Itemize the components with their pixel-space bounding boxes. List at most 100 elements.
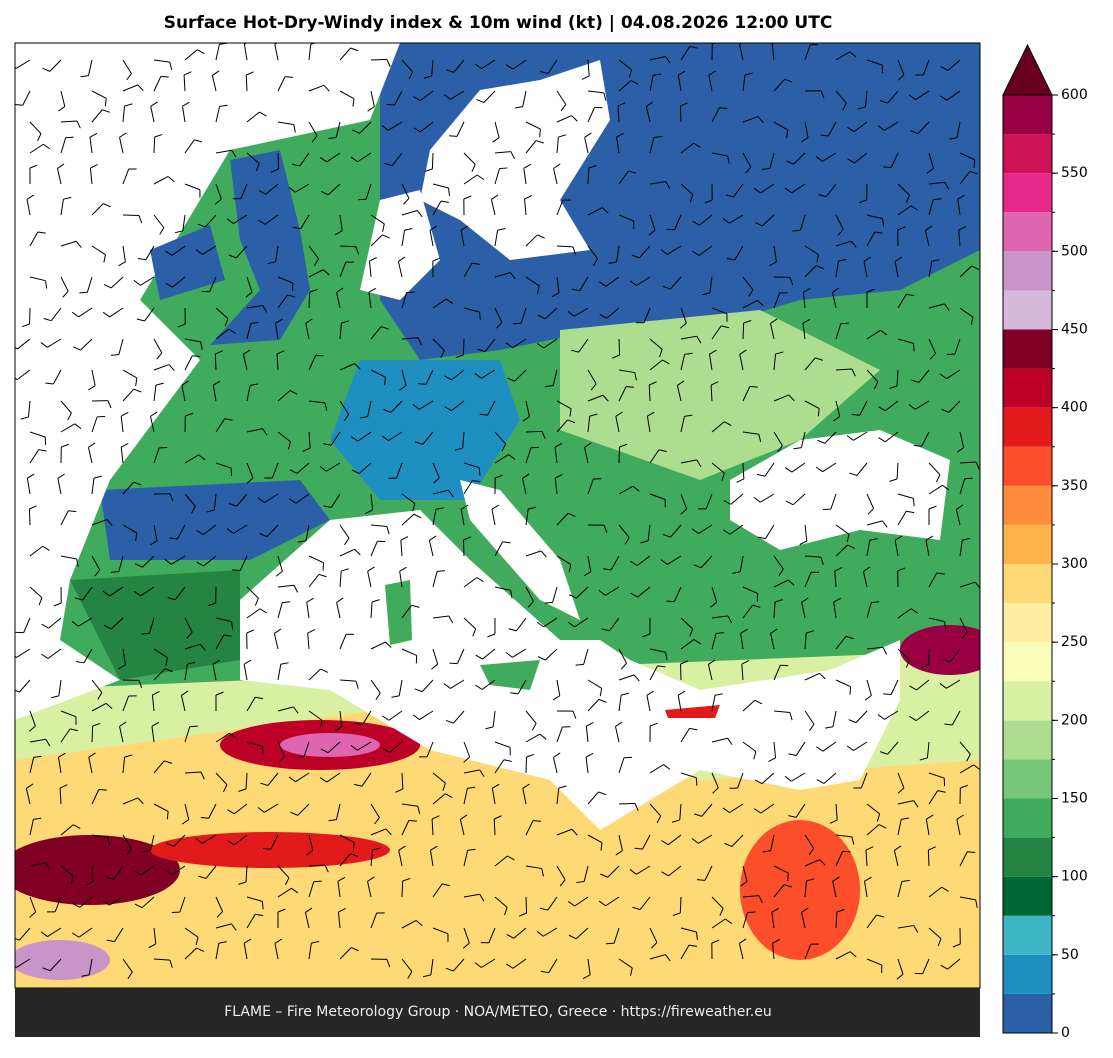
wind-barb bbox=[618, 802, 636, 805]
wind-barb-flag bbox=[165, 282, 173, 288]
colorbar-tick-label: 150 bbox=[1061, 791, 1088, 807]
wind-barb bbox=[804, 859, 820, 867]
wind-barb-flag bbox=[106, 939, 115, 943]
wind-barb-flag bbox=[110, 353, 119, 356]
wind-barb bbox=[202, 245, 217, 255]
wind-barb bbox=[835, 636, 847, 650]
wind-barb-flag bbox=[581, 75, 590, 80]
wind-barb bbox=[618, 338, 621, 356]
wind-barb bbox=[453, 958, 465, 972]
wind-barb bbox=[277, 887, 292, 898]
wind-barb bbox=[864, 90, 868, 107]
wind-barb-flag bbox=[691, 528, 699, 534]
wind-barb bbox=[401, 292, 407, 309]
wind-barb-flag bbox=[81, 974, 90, 977]
wind-barb-flag bbox=[732, 571, 741, 574]
wind-barb-flag bbox=[200, 341, 203, 350]
wind-barb bbox=[388, 431, 403, 442]
wind-barb-flag bbox=[912, 343, 915, 352]
wind-barb bbox=[153, 803, 169, 812]
wind-barb bbox=[401, 369, 407, 386]
wind-barb bbox=[711, 633, 717, 650]
wind-barb-flag bbox=[615, 411, 623, 417]
wind-barb-flag bbox=[510, 590, 513, 599]
wind-barb bbox=[959, 851, 968, 867]
wind-barb bbox=[587, 679, 602, 689]
wind-barb-flag bbox=[27, 473, 35, 479]
wind-barb-flag bbox=[825, 726, 834, 729]
wind-barb-flag bbox=[775, 351, 784, 355]
colorbar-bin bbox=[1003, 446, 1052, 486]
wind-barb bbox=[866, 958, 883, 966]
colorbar-bin bbox=[1003, 837, 1052, 877]
wind-barb-flag bbox=[753, 187, 761, 194]
wind-barb bbox=[419, 400, 434, 410]
wind-barb bbox=[153, 214, 165, 228]
wind-barb bbox=[184, 617, 193, 633]
wind-barb bbox=[494, 586, 511, 591]
wind-barb-flag bbox=[724, 918, 733, 924]
wind-barb-flag bbox=[949, 137, 958, 140]
wind-barb-flag bbox=[355, 246, 360, 255]
wind-barb-flag bbox=[567, 901, 576, 907]
wind-barb bbox=[742, 276, 754, 290]
wind-barb bbox=[543, 927, 558, 937]
wind-barb bbox=[773, 354, 777, 371]
wind-barb bbox=[649, 927, 658, 943]
wind-barb-flag bbox=[305, 850, 314, 856]
hot-spot bbox=[740, 820, 860, 960]
wind-barb-flag bbox=[514, 106, 523, 109]
wind-barb bbox=[896, 369, 899, 387]
wind-barb bbox=[959, 478, 966, 495]
wind-barb-flag bbox=[104, 98, 107, 107]
wind-barb bbox=[959, 896, 976, 901]
wind-barb-flag bbox=[186, 631, 193, 639]
wind-barb bbox=[300, 214, 310, 229]
wind-barb-flag bbox=[555, 473, 563, 479]
wind-barb-flag bbox=[524, 195, 532, 200]
wind-barb bbox=[866, 493, 875, 509]
wind-barb-flag bbox=[21, 323, 30, 328]
wind-barb-flag bbox=[727, 737, 733, 746]
wind-barb bbox=[649, 665, 658, 681]
wind-barb-flag bbox=[558, 134, 567, 138]
wind-barb bbox=[835, 368, 853, 371]
wind-barb bbox=[649, 214, 656, 231]
wind-barb bbox=[835, 544, 848, 557]
wind-barb-flag bbox=[660, 249, 668, 255]
wind-barb-flag bbox=[214, 198, 222, 205]
wind-barb-flag bbox=[832, 287, 840, 293]
wind-barb bbox=[153, 338, 163, 354]
wind-barb-flag bbox=[152, 691, 160, 696]
wind-barb bbox=[773, 884, 785, 898]
wind-barb bbox=[26, 478, 31, 495]
wind-barb-flag bbox=[422, 974, 431, 978]
wind-barb-flag bbox=[215, 350, 223, 355]
wind-barb bbox=[578, 338, 589, 353]
wind-barb-flag bbox=[133, 279, 141, 286]
wind-barb bbox=[208, 803, 217, 819]
wind-barb bbox=[233, 214, 248, 224]
wind-barb bbox=[556, 115, 572, 123]
wind-barb bbox=[610, 555, 620, 571]
wind-barb-flag bbox=[586, 721, 594, 727]
wind-barb-flag bbox=[454, 447, 463, 451]
wind-barb-flag bbox=[820, 134, 829, 137]
wind-barb bbox=[274, 943, 279, 960]
wind-barb-flag bbox=[124, 754, 133, 758]
wind-barb bbox=[211, 75, 217, 92]
wind-barb bbox=[215, 634, 225, 650]
wind-barb bbox=[110, 617, 124, 630]
wind-barb bbox=[799, 214, 806, 231]
wind-barb-flag bbox=[726, 258, 736, 261]
wind-barb bbox=[307, 633, 310, 650]
wind-barb-flag bbox=[120, 442, 129, 448]
wind-barb bbox=[835, 214, 844, 230]
wind-barb bbox=[330, 493, 341, 508]
wind-barb bbox=[897, 183, 910, 196]
wind-barb-flag bbox=[957, 194, 965, 200]
wind-barb bbox=[203, 555, 217, 567]
wind-barb-flag bbox=[971, 265, 980, 270]
wind-barb-flag bbox=[416, 210, 423, 218]
